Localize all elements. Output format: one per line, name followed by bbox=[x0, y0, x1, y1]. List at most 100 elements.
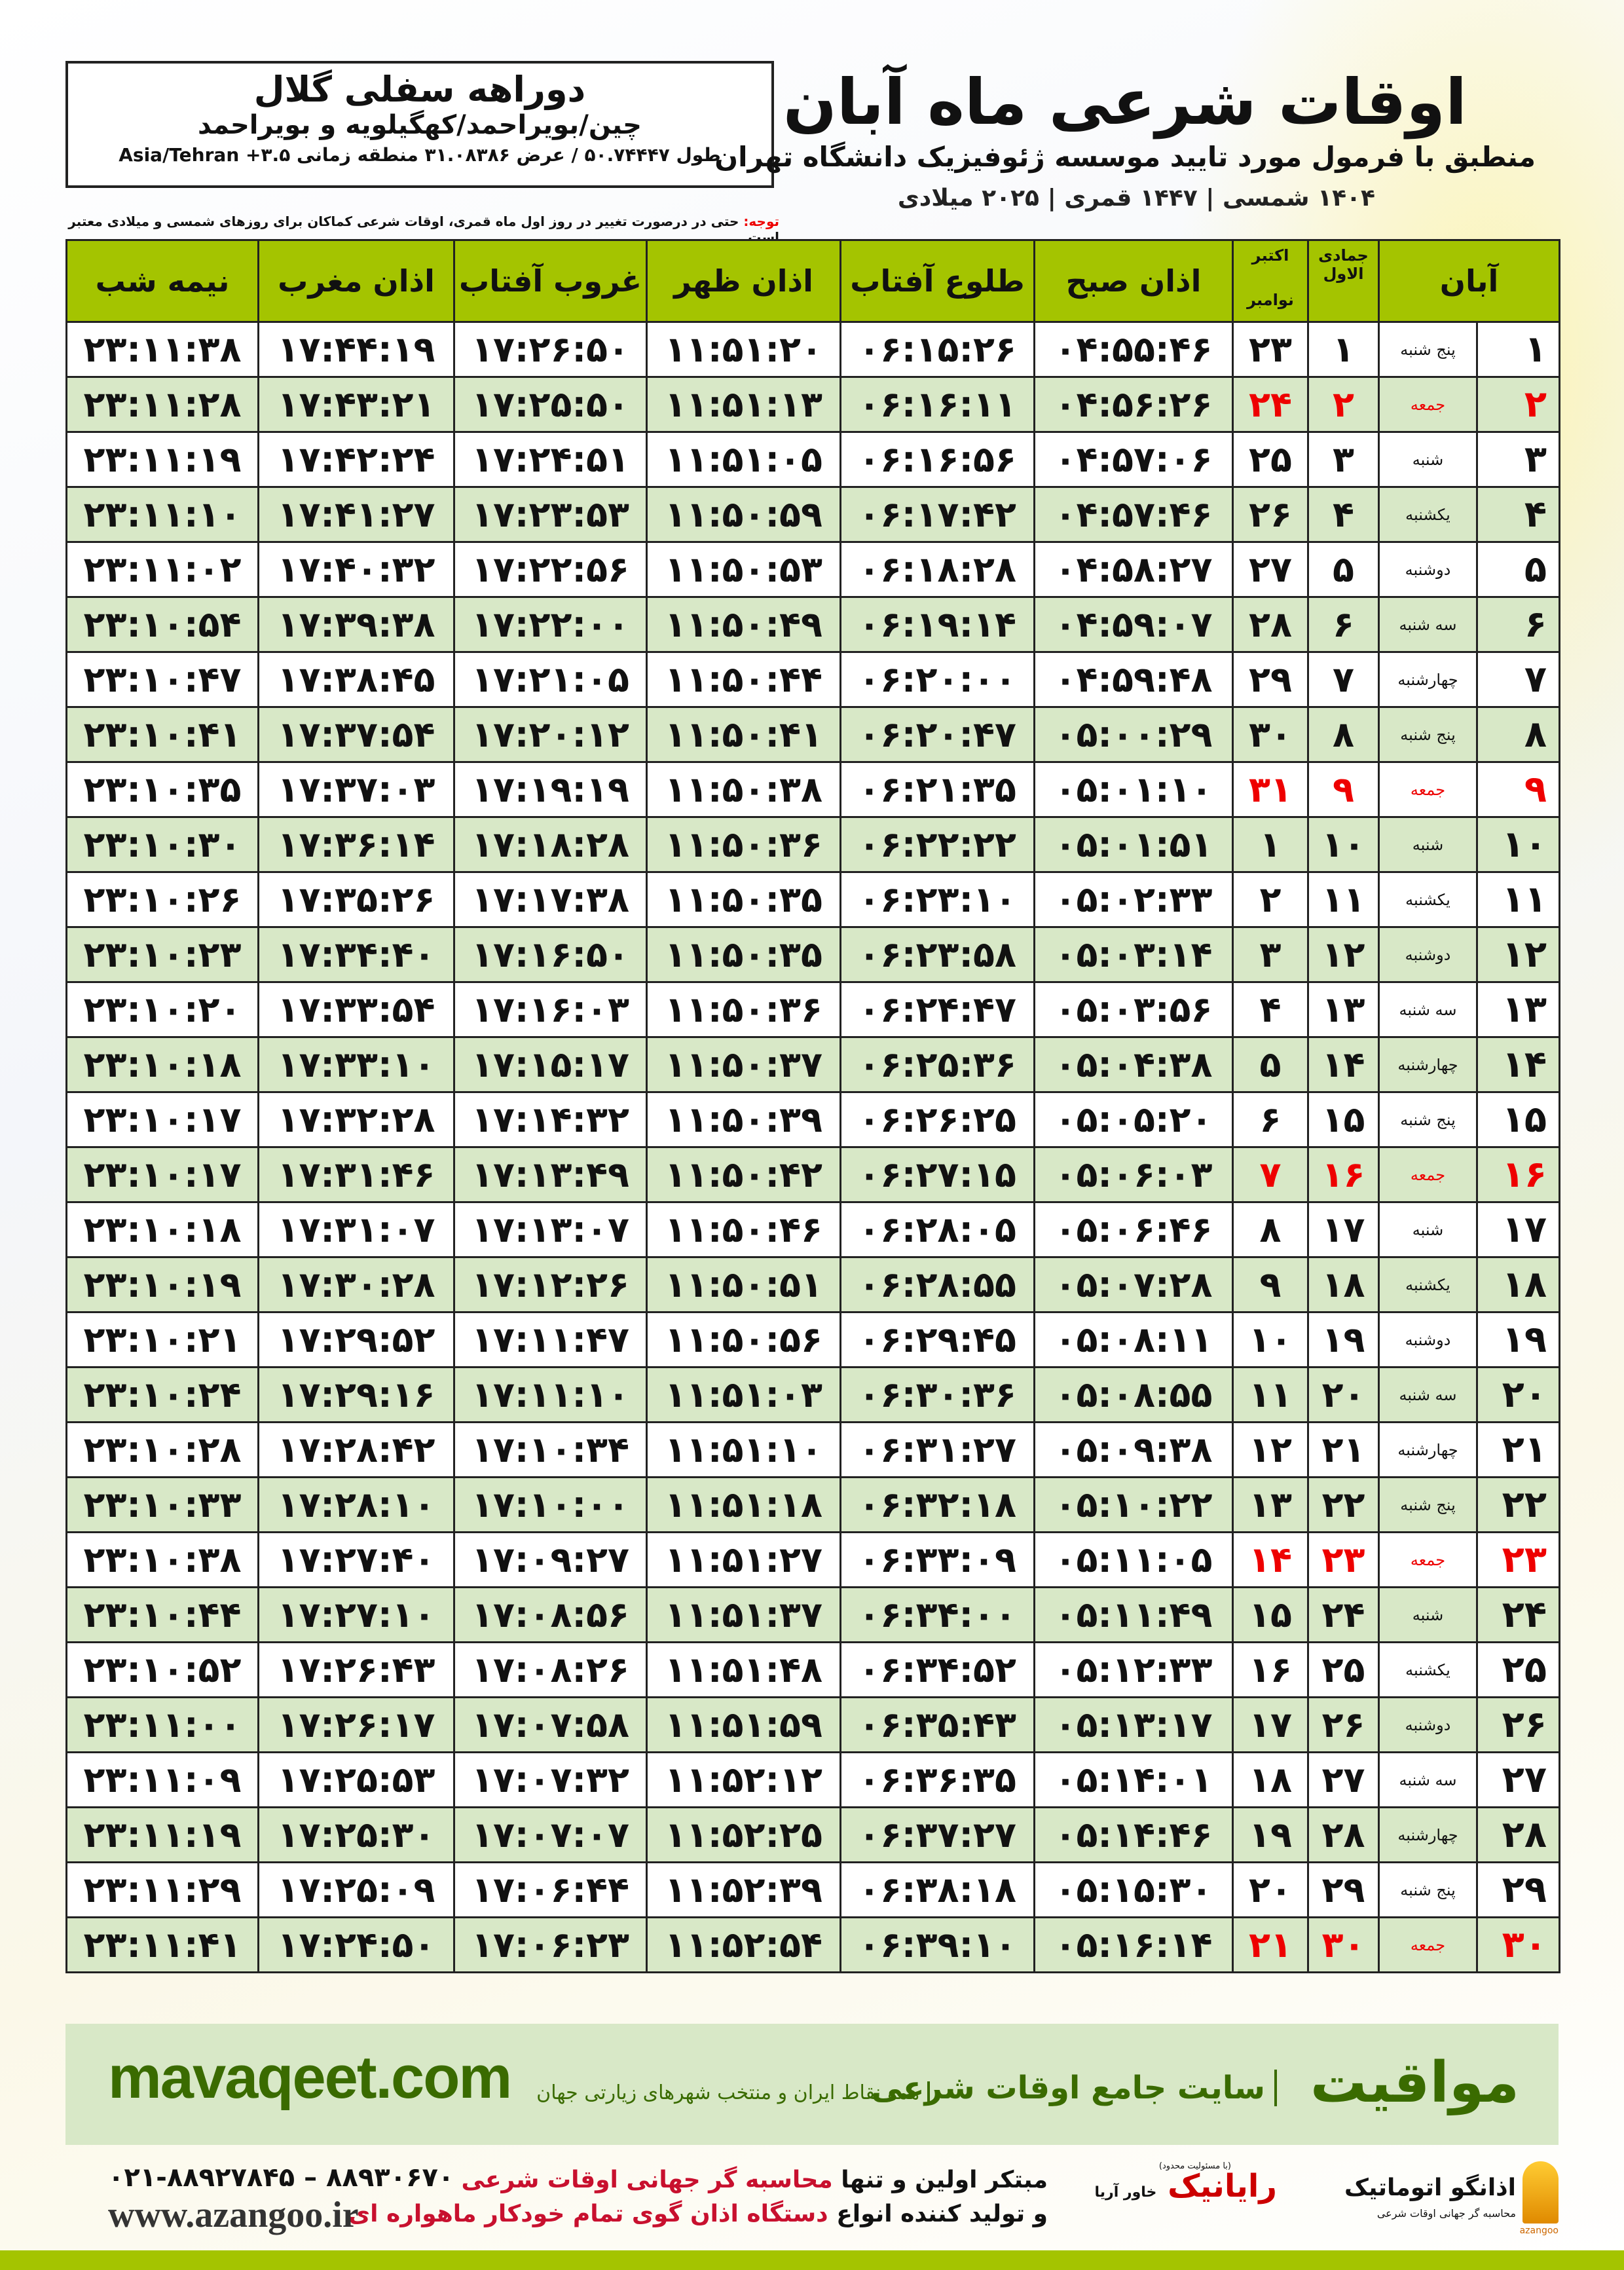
cell-miladi: ۱۷ bbox=[1232, 1696, 1309, 1753]
cell-fajr: ۰۵:۰۰:۲۹ bbox=[1033, 706, 1234, 763]
cell-weekday: سه شنبه bbox=[1377, 596, 1479, 653]
cell-day: ۳ bbox=[1476, 431, 1561, 488]
cell-sunrise: ۰۶:۲۹:۴۵ bbox=[840, 1311, 1035, 1368]
cell-miladi: ۳ bbox=[1232, 926, 1309, 983]
cell-dhuhr: ۱۱:۵۰:۳۵ bbox=[646, 926, 841, 983]
cell-weekday: شنبه bbox=[1377, 431, 1479, 488]
cell-sunrise: ۰۶:۲۳:۵۸ bbox=[840, 926, 1035, 983]
cell-qamari: ۱۵ bbox=[1307, 1091, 1380, 1148]
cell-sunset: ۱۷:۲۴:۵۱ bbox=[453, 431, 648, 488]
cell-qamari: ۱۳ bbox=[1307, 981, 1380, 1038]
cell-midnight: ۲۳:۱۱:۳۸ bbox=[65, 321, 259, 378]
location-coords: طول ۵۰.۷۴۴۴۷ / عرض ۳۱.۰۸۳۸۶ منطقه زمانی … bbox=[119, 144, 721, 166]
cell-maghrib: ۱۷:۳۶:۱۴ bbox=[257, 816, 455, 873]
cell-fajr: ۰۴:۵۷:۰۶ bbox=[1033, 431, 1234, 488]
cell-sunrise: ۰۶:۱۹:۱۴ bbox=[840, 596, 1035, 653]
cell-fajr: ۰۵:۰۹:۳۸ bbox=[1033, 1421, 1234, 1478]
cell-weekday: دوشنبه bbox=[1377, 1696, 1479, 1753]
cell-day: ۲۲ bbox=[1476, 1476, 1561, 1533]
cell-sunrise: ۰۶:۱۶:۵۶ bbox=[840, 431, 1035, 488]
promo-line2a: و تولید کننده انواع bbox=[828, 2201, 1048, 2227]
cell-sunrise: ۰۶:۱۸:۲۸ bbox=[840, 541, 1035, 598]
cell-weekday: چهارشنبه bbox=[1377, 1036, 1479, 1093]
cell-miladi: ۸ bbox=[1232, 1201, 1309, 1258]
cell-qamari: ۱۱ bbox=[1307, 871, 1380, 928]
site-link[interactable]: mavaqeet.com bbox=[108, 2044, 512, 2111]
table-row: ۱۶ جمعه ۱۶ ۷ ۰۵:۰۶:۰۳ ۰۶:۲۷:۱۵ ۱۱:۵۰:۴۲ ۱۷:۱۳:۴… bbox=[65, 1146, 1561, 1203]
cell-dhuhr: ۱۱:۵۱:۱۳ bbox=[646, 376, 841, 433]
table-row: ۱ پنج شنبه ۱ ۲۳ ۰۴:۵۵:۴۶ ۰۶:۱۵:۲۶ ۱۱:۵۱:۲۰ ۱۷:۲… bbox=[65, 321, 1561, 378]
table-row: ۲۳ جمعه ۲۳ ۱۴ ۰۵:۱۱:۰۵ ۰۶:۳۳:۰۹ ۱۱:۵۱:۲۷ ۱۷:۰۹:… bbox=[65, 1531, 1561, 1588]
cell-day: ۲۶ bbox=[1476, 1696, 1561, 1753]
cell-maghrib: ۱۷:۳۳:۵۴ bbox=[257, 981, 455, 1038]
cell-miladi: ۴ bbox=[1232, 981, 1309, 1038]
cell-sunset: ۱۷:۱۰:۰۰ bbox=[453, 1476, 648, 1533]
cell-sunrise: ۰۶:۳۹:۱۰ bbox=[840, 1916, 1035, 1973]
cell-sunrise: ۰۶:۲۶:۲۵ bbox=[840, 1091, 1035, 1148]
cell-qamari: ۲۴ bbox=[1307, 1586, 1380, 1643]
mavaqeet-banner: مواقیت سایت جامع اوقات شرعی همه نقاط ایر… bbox=[65, 2024, 1559, 2145]
cell-sunset: ۱۷:۱۲:۲۶ bbox=[453, 1256, 648, 1313]
cell-qamari: ۳۰ bbox=[1307, 1916, 1380, 1973]
cell-day: ۲۴ bbox=[1476, 1586, 1561, 1643]
table-row: ۲۵ یکشنبه ۲۵ ۱۶ ۰۵:۱۲:۳۳ ۰۶:۳۴:۵۲ ۱۱:۵۱:۴۸ ۱۷:۰… bbox=[65, 1641, 1561, 1698]
cell-dhuhr: ۱۱:۵۱:۵۹ bbox=[646, 1696, 841, 1753]
cell-fajr: ۰۵:۱۳:۱۷ bbox=[1033, 1696, 1234, 1753]
cell-qamari: ۱۶ bbox=[1307, 1146, 1380, 1203]
brand-subline: همه نقاط ایران و منتخب شهرهای زیارتی جها… bbox=[536, 2081, 930, 2104]
cell-weekday: جمعه bbox=[1377, 1916, 1479, 1973]
cell-sunrise: ۰۶:۲۴:۴۷ bbox=[840, 981, 1035, 1038]
cell-dhuhr: ۱۱:۵۰:۴۱ bbox=[646, 706, 841, 763]
cell-day: ۱۹ bbox=[1476, 1311, 1561, 1368]
cell-fajr: ۰۴:۵۶:۲۶ bbox=[1033, 376, 1234, 433]
cell-fajr: ۰۵:۰۸:۵۵ bbox=[1033, 1366, 1234, 1423]
table-row: ۸ پنج شنبه ۸ ۳۰ ۰۵:۰۰:۲۹ ۰۶:۲۰:۴۷ ۱۱:۵۰:۴۱ ۱۷:۲… bbox=[65, 706, 1561, 763]
rayanik-logo: رایانیک خاور آریا bbox=[1095, 2168, 1277, 2205]
cell-midnight: ۲۳:۱۰:۱۷ bbox=[65, 1146, 259, 1203]
cell-sunrise: ۰۶:۳۰:۳۶ bbox=[840, 1366, 1035, 1423]
cell-maghrib: ۱۷:۲۵:۳۰ bbox=[257, 1806, 455, 1863]
cell-dhuhr: ۱۱:۵۲:۵۴ bbox=[646, 1916, 841, 1973]
cell-miladi: ۹ bbox=[1232, 1256, 1309, 1313]
cell-day: ۸ bbox=[1476, 706, 1561, 763]
table-row: ۱۳ سه شنبه ۱۳ ۴ ۰۵:۰۳:۵۶ ۰۶:۲۴:۴۷ ۱۱:۵۰:۳۶ ۱۷:۱… bbox=[65, 981, 1561, 1038]
cell-day: ۱۱ bbox=[1476, 871, 1561, 928]
table-row: ۱۰ شنبه ۱۰ ۱ ۰۵:۰۱:۵۱ ۰۶:۲۲:۲۲ ۱۱:۵۰:۳۶ ۱۷:۱۸:۲… bbox=[65, 816, 1561, 873]
cell-fajr: ۰۵:۰۶:۰۳ bbox=[1033, 1146, 1234, 1203]
cell-miladi: ۳۰ bbox=[1232, 706, 1309, 763]
page-subtitle: منطبق با فرمول مورد تایید موسسه ژئوفیزیک… bbox=[714, 141, 1536, 173]
cell-qamari: ۲ bbox=[1307, 376, 1380, 433]
cell-dhuhr: ۱۱:۵۰:۳۹ bbox=[646, 1091, 841, 1148]
cell-midnight: ۲۳:۱۰:۴۱ bbox=[65, 706, 259, 763]
cell-day: ۱۲ bbox=[1476, 926, 1561, 983]
cell-day: ۵ bbox=[1476, 541, 1561, 598]
cell-sunrise: ۰۶:۲۰:۰۰ bbox=[840, 651, 1035, 708]
location-box: دوراهه سفلی گلال چین/بویراحمد/کهگیلویه و… bbox=[65, 61, 774, 188]
table-row: ۴ یکشنبه ۴ ۲۶ ۰۴:۵۷:۴۶ ۰۶:۱۷:۴۲ ۱۱:۵۰:۵۹ ۱۷:۲۳:… bbox=[65, 486, 1561, 543]
cell-maghrib: ۱۷:۴۱:۲۷ bbox=[257, 486, 455, 543]
cell-midnight: ۲۳:۱۰:۲۰ bbox=[65, 981, 259, 1038]
azangoo-website[interactable]: www.azangoo.ir bbox=[108, 2195, 359, 2235]
table-header-row: آبان جمادی الاول اکتبر نوامبر اذان صبح طل… bbox=[65, 239, 1561, 323]
cell-fajr: ۰۵:۱۱:۰۵ bbox=[1033, 1531, 1234, 1588]
cell-fajr: ۰۵:۰۴:۳۸ bbox=[1033, 1036, 1234, 1093]
cell-sunset: ۱۷:۱۶:۵۰ bbox=[453, 926, 648, 983]
cell-maghrib: ۱۷:۳۰:۲۸ bbox=[257, 1256, 455, 1313]
promo-line1a: مبتکر اولین و تنها bbox=[832, 2167, 1048, 2193]
cell-day: ۳۰ bbox=[1476, 1916, 1561, 1973]
cell-sunset: ۱۷:۰۷:۳۲ bbox=[453, 1751, 648, 1808]
cell-qamari: ۲۶ bbox=[1307, 1696, 1380, 1753]
cell-midnight: ۲۳:۱۰:۲۴ bbox=[65, 1366, 259, 1423]
cell-midnight: ۲۳:۱۰:۳۸ bbox=[65, 1531, 259, 1588]
cell-maghrib: ۱۷:۲۶:۱۷ bbox=[257, 1696, 455, 1753]
cell-qamari: ۳ bbox=[1307, 431, 1380, 488]
cell-fajr: ۰۵:۰۶:۴۶ bbox=[1033, 1201, 1234, 1258]
cell-day: ۱۴ bbox=[1476, 1036, 1561, 1093]
cell-qamari: ۵ bbox=[1307, 541, 1380, 598]
cell-miladi: ۱۰ bbox=[1232, 1311, 1309, 1368]
cell-qamari: ۴ bbox=[1307, 486, 1380, 543]
cell-maghrib: ۱۷:۲۴:۵۰ bbox=[257, 1916, 455, 1973]
cell-miladi: ۱۶ bbox=[1232, 1641, 1309, 1698]
cell-maghrib: ۱۷:۴۲:۲۴ bbox=[257, 431, 455, 488]
cell-miladi: ۲۰ bbox=[1232, 1861, 1309, 1918]
